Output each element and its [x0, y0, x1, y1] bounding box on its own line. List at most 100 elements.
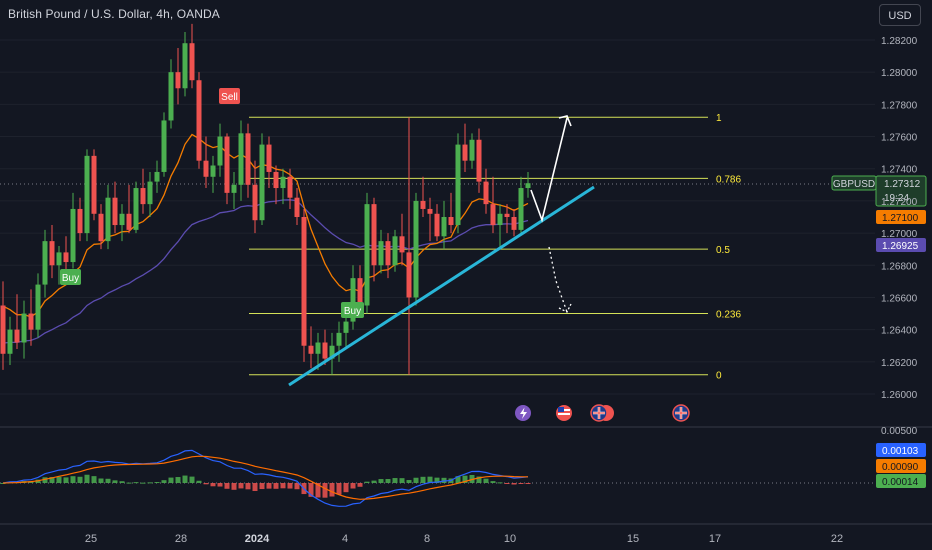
- candle-body: [126, 213, 132, 230]
- price-tick-label: 1.28000: [881, 68, 918, 79]
- candle-body: [308, 345, 314, 354]
- candle-body: [196, 80, 202, 161]
- macd-histogram-bar: [70, 476, 76, 483]
- macd-histogram-bar: [434, 477, 440, 483]
- price-tick-label: 1.27600: [881, 133, 918, 144]
- candle-body: [525, 183, 531, 189]
- macd-histogram-bar: [378, 479, 384, 483]
- macd-histogram-bar: [315, 483, 321, 498]
- macd-histogram-bar: [133, 482, 139, 484]
- price-tick-label: 1.26000: [881, 390, 918, 401]
- macd-histogram-bar: [168, 477, 174, 483]
- macd-histogram-bar: [427, 476, 433, 483]
- macd-histogram-bar: [329, 483, 335, 497]
- candle-body: [504, 213, 510, 217]
- macd-histogram-bar: [217, 483, 223, 487]
- sell-signal: [219, 88, 240, 104]
- macd-histogram-bar: [259, 483, 265, 490]
- macd-histogram-bar: [42, 477, 48, 483]
- macd-histogram-bar: [252, 483, 258, 492]
- candle-body: [364, 204, 370, 306]
- bullish-projection-path: [530, 117, 568, 223]
- macd-histogram-bar: [357, 483, 363, 487]
- candle-body: [392, 236, 398, 266]
- candle-body: [371, 204, 377, 266]
- bearish-projection-path: [548, 246, 568, 313]
- macd-axis[interactable]: 0.00500 0.00103 0.00090 0.00014: [876, 426, 926, 488]
- macd-histogram-bar: [399, 478, 405, 483]
- candle-body: [21, 313, 27, 343]
- macd-histogram-bar: [504, 483, 510, 484]
- macd-histogram-bar: [385, 479, 391, 483]
- macd-histogram-bar: [126, 482, 132, 484]
- macd-histogram-bar: [119, 481, 125, 483]
- macd-histogram-bar: [245, 483, 251, 490]
- currency-button[interactable]: USD: [879, 4, 921, 26]
- candle-body: [189, 43, 195, 81]
- time-tick-label: 8: [424, 533, 430, 545]
- macd-histogram-bar: [224, 483, 230, 489]
- candle-body: [231, 184, 237, 193]
- buy-signal-mid-label: Buy: [344, 306, 361, 317]
- macd-histogram-bar: [406, 480, 412, 483]
- candle-body: [210, 165, 216, 177]
- time-tick-label: 10: [504, 533, 516, 545]
- macd-axis-top-tick: 0.00500: [881, 426, 918, 437]
- macd-histogram-bar: [189, 476, 195, 483]
- candle-body: [518, 188, 524, 230]
- candle-body: [84, 155, 90, 234]
- price-tick-label: 1.28200: [881, 36, 918, 47]
- macd-histogram-bar: [420, 476, 426, 483]
- fib-level-label: 1: [716, 113, 722, 124]
- countdown-label: 19:24: [884, 193, 909, 204]
- buy-signal-left-label: Buy: [62, 273, 79, 284]
- event-markers[interactable]: [515, 404, 690, 422]
- price-tick-label: 1.26200: [881, 358, 918, 369]
- candle-body: [511, 217, 517, 230]
- macd-histogram-bar: [392, 478, 398, 483]
- candle-body: [63, 252, 69, 263]
- candle-body: [497, 213, 503, 226]
- candle-body: [140, 188, 146, 205]
- candle-body: [350, 278, 356, 322]
- candle-body: [490, 204, 496, 226]
- candle-body: [385, 241, 391, 266]
- macd-histogram-bar: [154, 482, 160, 484]
- candle-body: [294, 197, 300, 217]
- candle-body: [455, 144, 461, 226]
- candle-body: [35, 284, 41, 330]
- candle-body: [378, 241, 384, 266]
- candle-body: [112, 197, 118, 226]
- candle-body: [357, 278, 363, 306]
- projection-arrows[interactable]: [530, 115, 572, 313]
- candle-body: [224, 136, 230, 193]
- candle-body: [315, 342, 321, 354]
- macd-histogram-bar: [196, 480, 202, 483]
- price-tick-label: 1.27000: [881, 229, 918, 240]
- macd-histogram-bar: [511, 483, 517, 485]
- candle-body: [266, 144, 272, 172]
- macd-histogram-bar: [294, 483, 300, 490]
- macd-histogram-bar: [308, 483, 314, 497]
- macd-histogram-bar: [266, 483, 272, 489]
- candle-body: [329, 345, 335, 359]
- time-axis[interactable]: 25 28 2024 4 8 10 15 17 22: [85, 533, 843, 545]
- candle-body: [182, 43, 188, 89]
- trendline[interactable]: [288, 185, 595, 387]
- candle-body: [70, 208, 76, 263]
- macd-histogram-bar: [490, 481, 496, 483]
- candle-body: [161, 120, 167, 172]
- macd-histogram-bar: [140, 482, 146, 484]
- macd-histogram-bar: [105, 478, 111, 483]
- symbol-price-label[interactable]: GBPUSD 1.27312 19:24: [831, 175, 927, 207]
- buy-signal-mid: [341, 302, 364, 318]
- price-axis[interactable]: GBPUSD 1.27312 19:24 1.27100 1.26925 1.2…: [831, 36, 927, 401]
- macd-histogram-bar: [112, 480, 118, 483]
- candle-body: [252, 184, 258, 221]
- candle-body: [0, 305, 6, 354]
- candle-body: [434, 213, 440, 237]
- price-tick-label: 1.26800: [881, 261, 918, 272]
- fib-level-label: 0.236: [716, 310, 741, 321]
